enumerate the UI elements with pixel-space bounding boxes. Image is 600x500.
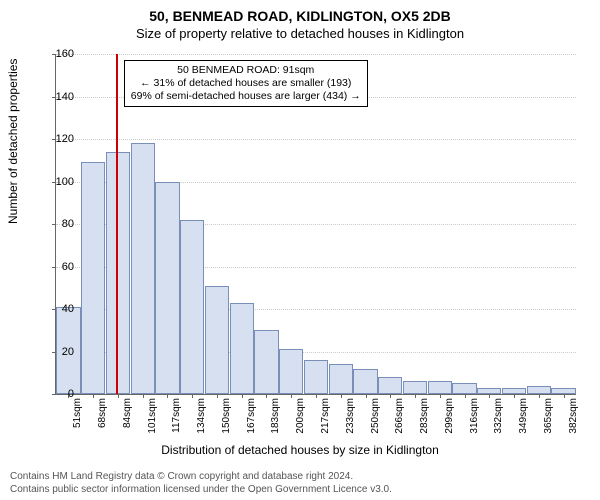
- ytick-label: 60: [44, 261, 74, 273]
- bar: [279, 349, 303, 394]
- xtick-mark: [118, 394, 119, 398]
- footer-line-1: Contains HM Land Registry data © Crown c…: [10, 471, 392, 484]
- xtick-mark: [242, 394, 243, 398]
- bar: [353, 369, 377, 395]
- bar: [230, 303, 254, 394]
- bar: [205, 286, 229, 394]
- ytick-label: 20: [44, 346, 74, 358]
- xtick-label: 349sqm: [518, 398, 529, 448]
- xtick-mark: [390, 394, 391, 398]
- chart-title: 50, BENMEAD ROAD, KIDLINGTON, OX5 2DB: [0, 0, 600, 24]
- bar: [81, 162, 105, 394]
- xtick-label: 365sqm: [543, 398, 554, 448]
- xtick-label: 266sqm: [394, 398, 405, 448]
- xtick-mark: [465, 394, 466, 398]
- ytick-label: 100: [44, 176, 74, 188]
- gridline: [56, 54, 576, 55]
- xtick-mark: [341, 394, 342, 398]
- bar: [254, 330, 278, 394]
- xtick-label: 150sqm: [221, 398, 232, 448]
- ytick-label: 80: [44, 218, 74, 230]
- ytick-label: 120: [44, 133, 74, 145]
- bar: [428, 381, 452, 394]
- xtick-mark: [143, 394, 144, 398]
- bar: [527, 386, 551, 395]
- xtick-label: 217sqm: [320, 398, 331, 448]
- bar: [329, 364, 353, 394]
- xtick-label: 233sqm: [345, 398, 356, 448]
- xtick-mark: [93, 394, 94, 398]
- annotation-line-3: 69% of semi-detached houses are larger (…: [131, 90, 361, 103]
- annotation-box: 50 BENMEAD ROAD: 91sqm← 31% of detached …: [124, 60, 368, 107]
- xtick-mark: [539, 394, 540, 398]
- xtick-label: 101sqm: [147, 398, 158, 448]
- xtick-mark: [415, 394, 416, 398]
- footer-attribution: Contains HM Land Registry data © Crown c…: [10, 471, 392, 496]
- y-axis-label: Number of detached properties: [6, 59, 20, 224]
- xtick-label: 316sqm: [469, 398, 480, 448]
- annotation-line-2: ← 31% of detached houses are smaller (19…: [131, 77, 361, 90]
- xtick-label: 134sqm: [196, 398, 207, 448]
- xtick-label: 250sqm: [370, 398, 381, 448]
- xtick-label: 117sqm: [171, 398, 182, 448]
- bar: [452, 383, 476, 394]
- xtick-label: 299sqm: [444, 398, 455, 448]
- xtick-label: 382sqm: [568, 398, 579, 448]
- xtick-label: 84sqm: [122, 398, 133, 448]
- marker-line: [116, 54, 118, 394]
- xtick-label: 167sqm: [246, 398, 257, 448]
- chart-subtitle: Size of property relative to detached ho…: [0, 24, 600, 41]
- ytick-label: 40: [44, 303, 74, 315]
- xtick-label: 200sqm: [295, 398, 306, 448]
- xtick-mark: [167, 394, 168, 398]
- xtick-mark: [564, 394, 565, 398]
- bar: [106, 152, 130, 394]
- annotation-line-1: 50 BENMEAD ROAD: 91sqm: [131, 64, 361, 77]
- xtick-label: 283sqm: [419, 398, 430, 448]
- bar: [378, 377, 402, 394]
- ytick-label: 160: [44, 48, 74, 60]
- xtick-label: 183sqm: [270, 398, 281, 448]
- xtick-label: 332sqm: [493, 398, 504, 448]
- xtick-mark: [192, 394, 193, 398]
- xtick-label: 51sqm: [72, 398, 83, 448]
- xtick-mark: [266, 394, 267, 398]
- bar: [403, 381, 427, 394]
- bar: [155, 182, 179, 395]
- xtick-mark: [514, 394, 515, 398]
- xtick-mark: [291, 394, 292, 398]
- xtick-mark: [489, 394, 490, 398]
- ytick-label: 140: [44, 91, 74, 103]
- bar: [304, 360, 328, 394]
- chart-container: 50, BENMEAD ROAD, KIDLINGTON, OX5 2DB Si…: [0, 0, 600, 500]
- xtick-mark: [316, 394, 317, 398]
- bar: [180, 220, 204, 394]
- gridline: [56, 139, 576, 140]
- plot-area: 51sqm68sqm84sqm101sqm117sqm134sqm150sqm1…: [55, 54, 576, 395]
- x-axis-label: Distribution of detached houses by size …: [0, 443, 600, 457]
- xtick-label: 68sqm: [97, 398, 108, 448]
- xtick-mark: [217, 394, 218, 398]
- footer-line-2: Contains public sector information licen…: [10, 484, 392, 497]
- xtick-mark: [366, 394, 367, 398]
- ytick-label: 0: [44, 388, 74, 400]
- chart-area: 51sqm68sqm84sqm101sqm117sqm134sqm150sqm1…: [55, 54, 575, 394]
- bar: [131, 143, 155, 394]
- xtick-mark: [440, 394, 441, 398]
